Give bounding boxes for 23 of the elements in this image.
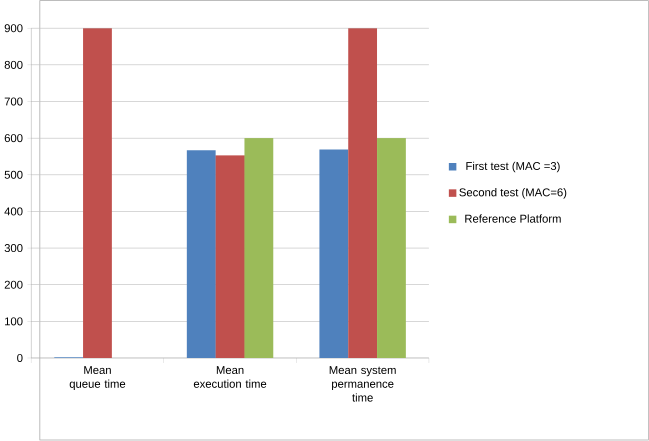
y-tick-label: 400 [4,208,23,216]
bar [319,150,348,358]
bar [186,150,216,358]
bar [348,28,378,358]
legend-label: Second test (MAC=6) [459,188,566,199]
legend-label: First test (MAC =3) [466,162,560,172]
y-tick-label: 700 [4,98,23,106]
y-tick-label: 200 [4,280,23,289]
y-tick-label: 100 [5,318,23,326]
y-tick-label: 500 [4,170,23,179]
bar [377,138,406,358]
legend-label: Reference Platform [465,214,561,223]
y-tick-label: 900 [4,24,23,32]
y-tick-label: 800 [4,60,23,69]
x-tick-label: Mean execution time [194,366,266,388]
x-tick-label: Mean queue time [70,366,126,390]
bar [216,156,244,358]
bar [244,138,274,358]
x-tick-label: Mean system permanence time [330,366,396,402]
y-tick-label: 600 [4,134,23,142]
bar [83,28,112,358]
y-tick-label: 300 [4,244,23,252]
y-tick-label: 0 [17,354,23,362]
